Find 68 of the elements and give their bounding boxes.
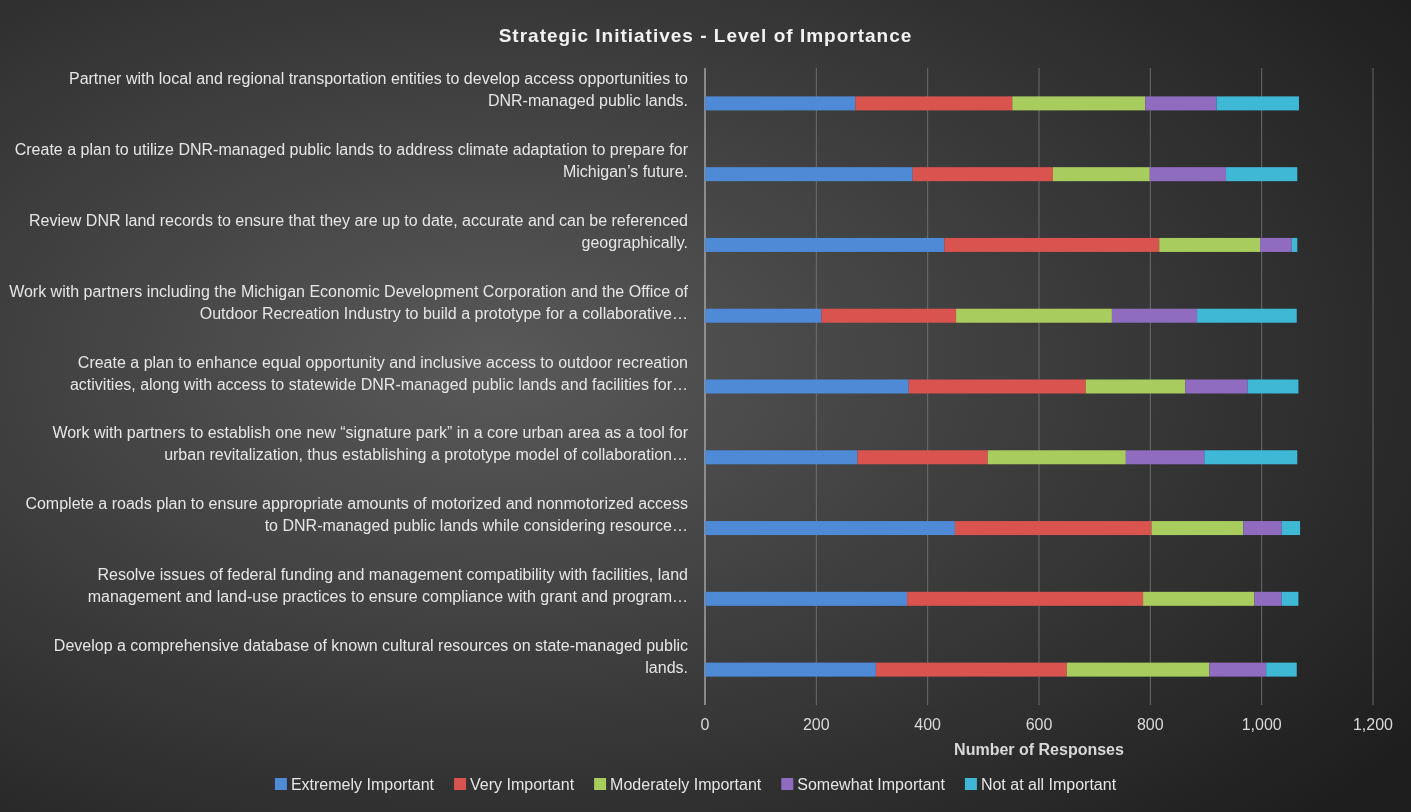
y-tick-label: Develop a comprehensive database of known cultural resources on state-managed public lands. xyxy=(53,636,688,676)
y-tick-label: Work with partners including the Michigan Economic Development Corporation and the Office of Outdoor Recreation Industry to build a prototype for a collaborative… xyxy=(9,282,689,322)
bar xyxy=(912,167,1053,182)
bar xyxy=(1066,662,1210,677)
bar xyxy=(705,379,909,394)
bar xyxy=(1247,379,1299,394)
bar xyxy=(1204,450,1298,465)
y-tick-label: Review DNR land records to ensure that they are up to date, accurate and can be referenced geographically. xyxy=(28,211,688,251)
legend-label: Moderately Important xyxy=(610,776,762,793)
bar xyxy=(1052,167,1150,182)
legend-label: Somewhat Important xyxy=(797,776,946,793)
x-tick-label: 600 xyxy=(1025,716,1053,733)
bar xyxy=(1145,96,1217,111)
bar xyxy=(705,308,822,323)
x-tick-label: 1,000 xyxy=(1241,716,1282,733)
x-tick-label: 1,200 xyxy=(1352,716,1394,733)
bar xyxy=(705,521,955,536)
bar xyxy=(705,662,876,677)
bar xyxy=(1012,96,1146,111)
bar xyxy=(705,237,945,252)
bar xyxy=(1149,167,1227,182)
bar xyxy=(875,662,1067,677)
y-tick-label: Work with partners to establish one new “signature park” in a core urban area as a tool for urban revitalization, thus establishing a prototype model of collaboration… xyxy=(52,424,689,464)
y-tick-label: Resolve issues of federal funding and management compatibility with facilities, land management and land-use practices to ensure compliance with grant and program… xyxy=(87,565,688,605)
x-tick-label: 800 xyxy=(1136,716,1164,733)
bar xyxy=(1260,237,1292,252)
bar xyxy=(1266,662,1297,677)
bar xyxy=(1243,521,1282,536)
bar xyxy=(705,96,856,111)
x-tick-label: 400 xyxy=(914,716,942,733)
chart-title: Strategic Initiatives - Level of Importance xyxy=(498,25,913,46)
y-tick-label: Create a plan to enhance equal opportunity and inclusive access to outdoor recreation activities, along with access to statewide DNR-managed public lands and facilities for… xyxy=(69,353,688,393)
bar xyxy=(1125,450,1205,465)
y-tick-label: Partner with local and regional transportation entities to develop access opportunities to DNR-managed public lands. xyxy=(68,70,689,110)
bar xyxy=(987,450,1126,465)
y-tick-label: Create a plan to utilize DNR-managed public lands to address climate adaptation to prepare for Michigan’s future. xyxy=(14,141,689,181)
bar xyxy=(956,308,1112,323)
legend-label: Extremely Important xyxy=(290,776,435,793)
bar xyxy=(908,379,1086,394)
x-tick-label: 200 xyxy=(802,716,830,733)
legend-label: Not at all Important xyxy=(980,776,1117,793)
bar xyxy=(1209,662,1267,677)
bar xyxy=(1185,379,1248,394)
bar xyxy=(1216,96,1299,111)
bar xyxy=(821,308,957,323)
y-tick-label: Complete a roads plan to ensure appropriate amounts of motorized and nonmotorized access to DNR-managed public lands while considering resource… xyxy=(25,495,688,535)
bar xyxy=(705,167,913,182)
bar xyxy=(1291,237,1298,252)
bar xyxy=(1254,591,1282,606)
bar xyxy=(1151,521,1244,536)
bar xyxy=(944,237,1160,252)
x-axis-title: Number of Responses xyxy=(954,741,1125,758)
legend-label: Very Important xyxy=(470,776,575,793)
bar xyxy=(1226,167,1298,182)
bar xyxy=(1085,379,1186,394)
x-tick-label: 0 xyxy=(700,716,710,733)
bar xyxy=(1281,591,1299,606)
bar xyxy=(1111,308,1198,323)
bar xyxy=(705,450,858,465)
bar xyxy=(907,591,1144,606)
bar xyxy=(954,521,1152,536)
bar xyxy=(855,96,1013,111)
bar xyxy=(1143,591,1255,606)
bar xyxy=(1281,521,1301,536)
bar xyxy=(1197,308,1297,323)
bar xyxy=(857,450,988,465)
bar xyxy=(705,591,908,606)
bar xyxy=(1159,237,1260,252)
